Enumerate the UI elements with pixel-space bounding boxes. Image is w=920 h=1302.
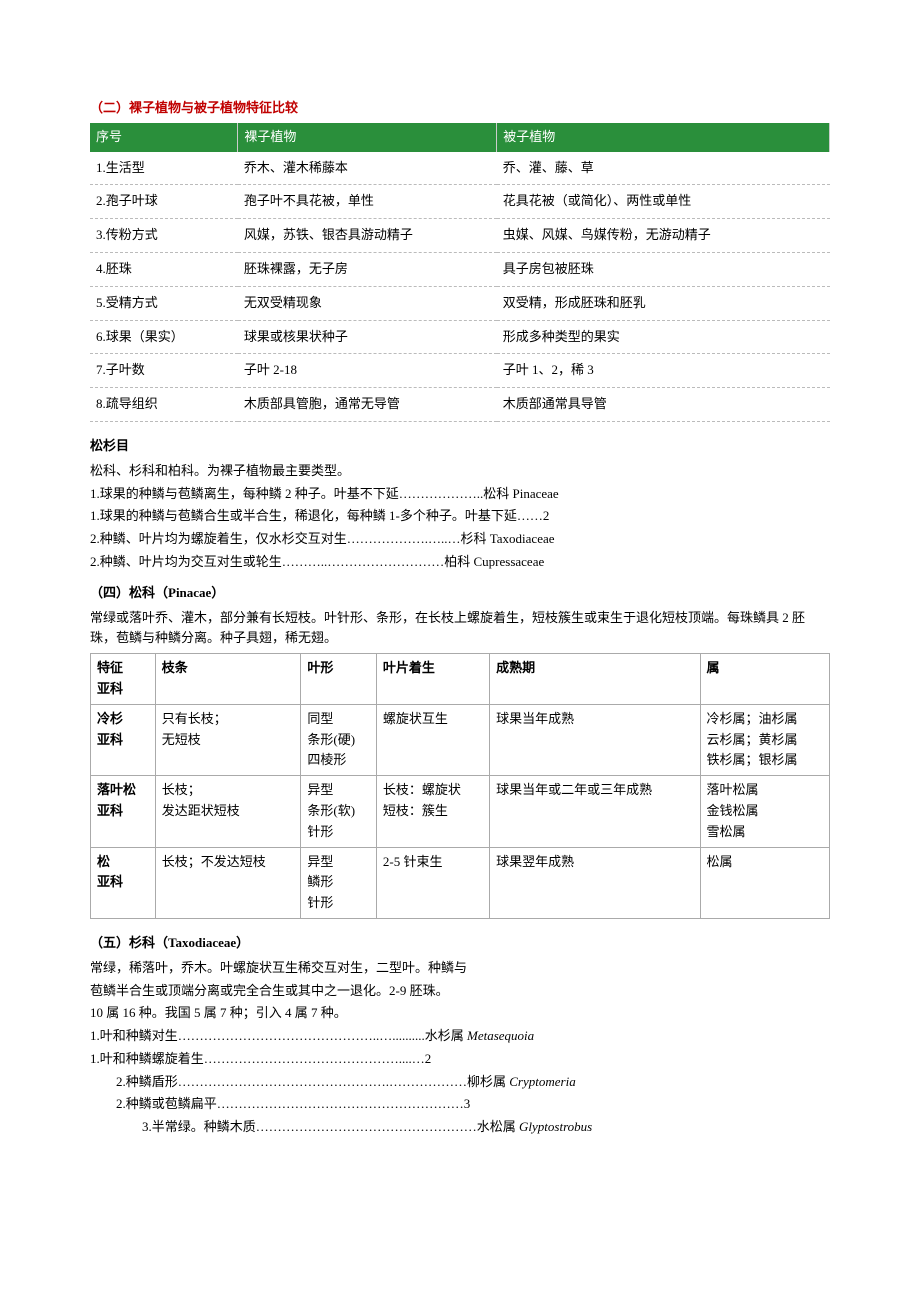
t2-r3c3: 异型鳞形针形: [301, 847, 377, 918]
key-l4: 2.种鳞或苞鳞扁平…………………………………………………3: [90, 1094, 830, 1115]
cell-gym: 木质部具管胞，通常无导管: [238, 388, 497, 422]
section4-desc: 常绿或落叶乔、灌木，部分兼有长短枝。叶针形、条形，在长枝上螺旋着生，短枝簇生或束…: [90, 608, 830, 650]
t2-r3c1: 松亚科: [91, 847, 156, 918]
cell-ang: 具子房包被胚珠: [497, 252, 830, 286]
t2-r2c6: 落叶松属金钱松属雪松属: [700, 776, 830, 847]
cell-gym: 风媒，苏铁、银杏具游动精子: [238, 219, 497, 253]
order-line: 1.球果的种鳞与苞鳞离生，每种鳞 2 种子。叶基不下延………………..松科 Pi…: [90, 484, 830, 505]
order-line: 2.种鳞、叶片均为交互对生或轮生………..………………………柏科 Cupress…: [90, 552, 830, 573]
section5-line: 常绿，稀落叶，乔木。叶螺旋状互生稀交互对生，二型叶。种鳞与: [90, 958, 830, 979]
t2-r3c2: 长枝；不发达短枝: [155, 847, 301, 918]
t2-r2c3: 异型条形(软)针形: [301, 776, 377, 847]
table-row: 2.孢子叶球孢子叶不具花被，单性花具花被（或简化）、两性或单性: [90, 185, 830, 219]
key-l5: 3.半常绿。种鳞木质……………………………………………水松属 Glyptostr…: [90, 1117, 830, 1138]
t2-r3c5: 球果翌年成熟: [490, 847, 700, 918]
table-row: 8.疏导组织木质部具管胞，通常无导管木质部通常具导管: [90, 388, 830, 422]
cell-seq: 7.子叶数: [90, 354, 238, 388]
t2-h2: 枝条: [155, 654, 301, 705]
t2-h3: 叶形: [301, 654, 377, 705]
t2-r3c4: 2-5 针束生: [376, 847, 489, 918]
section4-title: （四）松科（Pinacae）: [90, 583, 830, 604]
cell-gym: 球果或核果状种子: [238, 320, 497, 354]
table-row: 4.胚珠胚珠裸露，无子房具子房包被胚珠: [90, 252, 830, 286]
t2-r2c5: 球果当年或二年或三年成熟: [490, 776, 700, 847]
t2-r1c6: 冷杉属；油杉属云杉属；黄杉属铁杉属；银杉属: [700, 704, 830, 775]
cell-ang: 花具花被（或简化）、两性或单性: [497, 185, 830, 219]
cell-seq: 6.球果（果实）: [90, 320, 238, 354]
t2-r1c2: 只有长枝；无短枝: [155, 704, 301, 775]
cell-ang: 子叶 1、2，稀 3: [497, 354, 830, 388]
order-line: 2.种鳞、叶片均为螺旋着生，仅水杉交互对生……………….…..…杉科 Taxod…: [90, 529, 830, 550]
table-row: 6.球果（果实）球果或核果状种子形成多种类型的果实: [90, 320, 830, 354]
order-title: 松杉目: [90, 436, 830, 457]
cell-ang: 虫媒、风媒、鸟媒传粉，无游动精子: [497, 219, 830, 253]
section2-title: （二）裸子植物与被子植物特征比较: [90, 98, 830, 119]
cell-ang: 形成多种类型的果实: [497, 320, 830, 354]
t2-r2c2: 长枝；发达距状短枝: [155, 776, 301, 847]
th-ang: 被子植物: [497, 123, 830, 152]
cell-seq: 4.胚珠: [90, 252, 238, 286]
t2-r1c1: 冷杉亚科: [91, 704, 156, 775]
t2-h4: 叶片着生: [376, 654, 489, 705]
section5-line: 苞鳞半合生或顶端分离或完全合生或其中之一退化。2-9 胚珠。: [90, 981, 830, 1002]
cell-ang: 双受精，形成胚珠和胚乳: [497, 286, 830, 320]
key-l3: 2.种鳞盾形………………………………………….………………柳杉属 Cryptom…: [90, 1072, 830, 1093]
t2-r1c4: 螺旋状互生: [376, 704, 489, 775]
t2-r3c6: 松属: [700, 847, 830, 918]
cell-seq: 5.受精方式: [90, 286, 238, 320]
section5-title: （五）杉科（Taxodiaceae）: [90, 933, 830, 954]
table-row: 7.子叶数子叶 2-18子叶 1、2，稀 3: [90, 354, 830, 388]
table-row: 1.生活型乔木、灌木稀藤本乔、灌、藤、草: [90, 152, 830, 185]
cell-gym: 无双受精现象: [238, 286, 497, 320]
t2-r2c1: 落叶松亚科: [91, 776, 156, 847]
t2-h6: 属: [700, 654, 830, 705]
th-gym: 裸子植物: [238, 123, 497, 152]
cell-seq: 1.生活型: [90, 152, 238, 185]
cell-gym: 孢子叶不具花被，单性: [238, 185, 497, 219]
th-seq: 序号: [90, 123, 238, 152]
order-line: 1.球果的种鳞与苞鳞合生或半合生，稀退化，每种鳞 1-多个种子。叶基下延……2: [90, 506, 830, 527]
cell-gym: 子叶 2-18: [238, 354, 497, 388]
section5-line: 10 属 16 种。我国 5 属 7 种；引入 4 属 7 种。: [90, 1003, 830, 1024]
table-row: 5.受精方式无双受精现象双受精，形成胚珠和胚乳: [90, 286, 830, 320]
key-l1: 1.叶和种鳞对生………………………………………..…..........水杉属 …: [90, 1026, 830, 1047]
cell-ang: 乔、灌、藤、草: [497, 152, 830, 185]
table-row: 3.传粉方式风媒，苏铁、银杏具游动精子虫媒、风媒、鸟媒传粉，无游动精子: [90, 219, 830, 253]
key-l2: 1.叶和种鳞螺旋着生………………………………………....…2: [90, 1049, 830, 1070]
t2-r2c4: 长枝：螺旋状短枝：簇生: [376, 776, 489, 847]
t2-r1c3: 同型条形(硬)四棱形: [301, 704, 377, 775]
cell-gym: 胚珠裸露，无子房: [238, 252, 497, 286]
comparison-table: 序号 裸子植物 被子植物 1.生活型乔木、灌木稀藤本乔、灌、藤、草2.孢子叶球孢…: [90, 123, 830, 422]
t2-h5: 成熟期: [490, 654, 700, 705]
cell-seq: 8.疏导组织: [90, 388, 238, 422]
cell-seq: 3.传粉方式: [90, 219, 238, 253]
pinaceae-table: 特征亚科 枝条 叶形 叶片着生 成熟期 属 冷杉亚科 只有长枝；无短枝 同型条形…: [90, 653, 830, 919]
t2-r1c5: 球果当年成熟: [490, 704, 700, 775]
cell-seq: 2.孢子叶球: [90, 185, 238, 219]
cell-gym: 乔木、灌木稀藤本: [238, 152, 497, 185]
order-line: 松科、杉科和柏科。为裸子植物最主要类型。: [90, 461, 830, 482]
t2-h1: 特征亚科: [91, 654, 156, 705]
cell-ang: 木质部通常具导管: [497, 388, 830, 422]
